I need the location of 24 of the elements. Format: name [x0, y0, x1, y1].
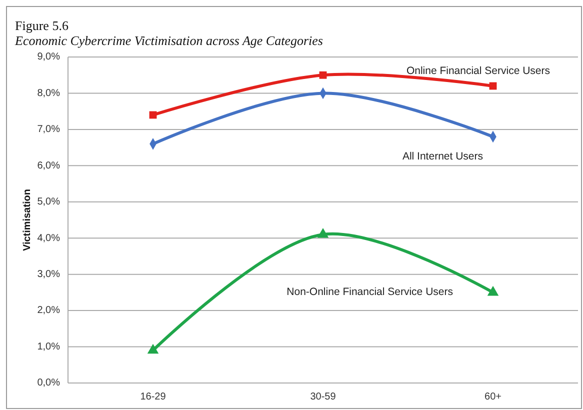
- x-tick-label: 30-59: [310, 392, 336, 403]
- point: [147, 344, 159, 354]
- chart-subtitle: Economic Cybercrime Victimisation across Age Categories: [14, 33, 323, 48]
- y-tick-label: 0,0%: [37, 378, 60, 389]
- point: [317, 228, 329, 238]
- y-tick-label: 6,0%: [37, 160, 60, 172]
- y-axis-title: Victimisation: [22, 188, 33, 252]
- series-label: Online Financial Service Users: [406, 64, 550, 77]
- y-tick-label: 5,0%: [37, 196, 60, 208]
- y-tick-label: 7,0%: [37, 124, 60, 136]
- series-label: All Internet Users: [402, 150, 483, 162]
- point: [319, 71, 327, 79]
- y-tick-label: 1,0%: [37, 341, 60, 352]
- y-tick-label: 4,0%: [37, 232, 60, 244]
- x-tick-label: 16-29: [140, 392, 166, 403]
- chart-title: Figure 5.6: [15, 18, 69, 33]
- x-tick-label: 60+: [484, 392, 502, 403]
- y-tick-label: 2,0%: [37, 305, 60, 316]
- y-tick-label: 3,0%: [37, 268, 60, 280]
- point: [149, 111, 157, 119]
- y-tick-label: 9,0%: [37, 52, 60, 63]
- y-tick-label: 8,0%: [37, 88, 60, 99]
- series-label: Non-Online Financial Service Users: [286, 286, 453, 298]
- point: [487, 286, 499, 296]
